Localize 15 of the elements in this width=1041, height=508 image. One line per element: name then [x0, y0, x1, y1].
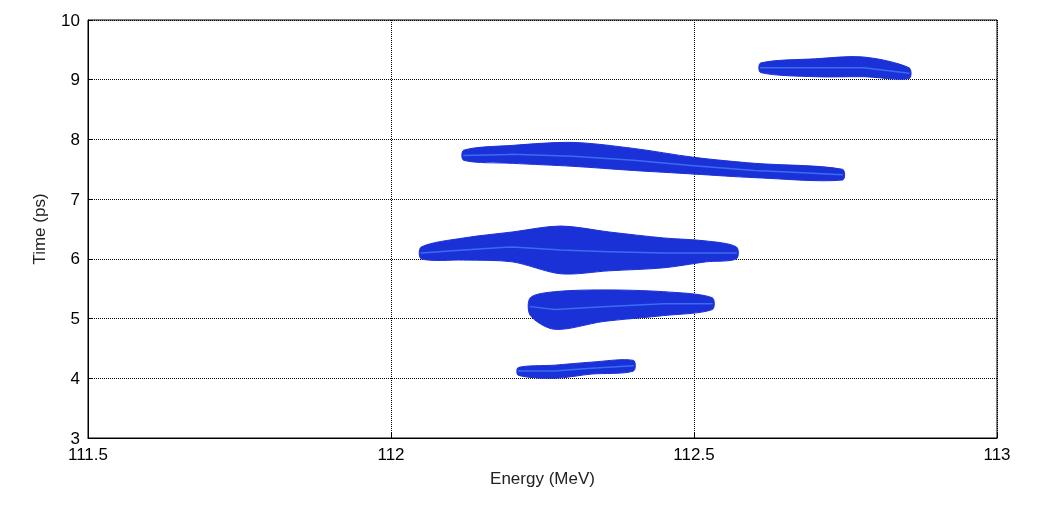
y-tick-label: 6: [70, 249, 80, 269]
y-tick-label: 9: [70, 70, 80, 90]
y-axis-title: Time (ps): [30, 193, 49, 265]
x-tick-label: 113: [983, 445, 1011, 464]
y-tick-label: 8: [70, 129, 80, 149]
y-tick-label: 3: [70, 428, 80, 448]
x-tick-label: 112.5: [673, 445, 715, 464]
y-tick-label: 7: [70, 189, 80, 209]
y-tick-label: 4: [70, 368, 80, 388]
y-tick-label: 10: [61, 10, 80, 30]
x-tick-label: 112: [377, 445, 405, 464]
x-tick-label: 111.5: [67, 445, 109, 464]
line-series: [462, 153, 844, 176]
y-tick-label: 5: [70, 309, 80, 329]
x-axis-title: Energy (MeV): [490, 469, 595, 488]
